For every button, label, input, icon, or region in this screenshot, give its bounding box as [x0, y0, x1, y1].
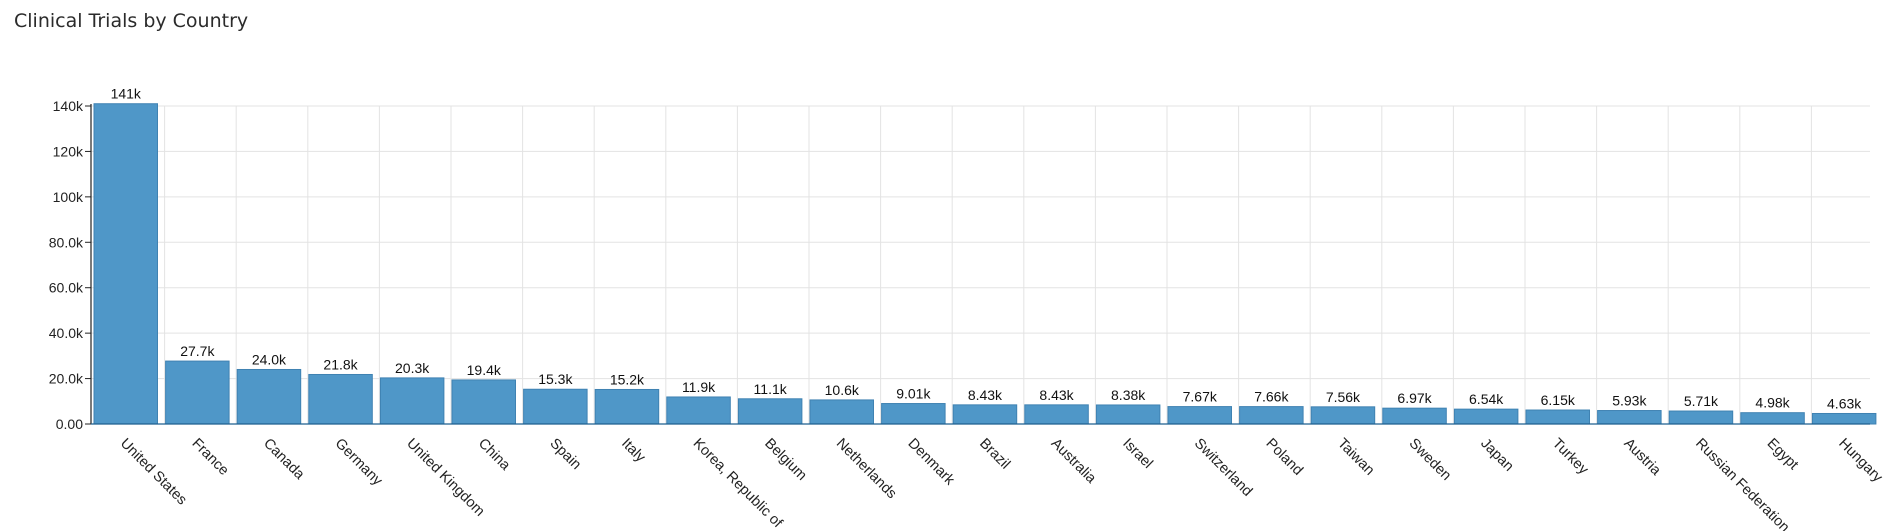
bar: [1668, 410, 1734, 425]
data-label: 11.9k: [682, 379, 716, 395]
chart-title: Clinical Trials by Country: [14, 10, 249, 32]
data-label: 8.38k: [1111, 387, 1146, 403]
data-label: 4.98k: [1755, 395, 1790, 411]
bars: [93, 103, 1877, 425]
category-label: Hungary: [1835, 436, 1885, 487]
bar: [737, 398, 803, 425]
bar: [881, 403, 946, 425]
bar: [523, 388, 588, 425]
bar: [1453, 408, 1519, 425]
bar: [1811, 412, 1877, 425]
y-tick-label: 100k: [53, 189, 84, 205]
data-label: 141k: [111, 86, 142, 102]
category-label: Italy: [618, 436, 649, 467]
y-tick-label: 80.0k: [49, 234, 84, 250]
bar: [1382, 407, 1447, 425]
y-tick-label: 60.0k: [49, 280, 84, 296]
data-label: 6.15k: [1541, 392, 1576, 408]
data-label: 20.3k: [395, 360, 430, 376]
data-labels: 141k 27.7k 24.0k 21.8k 20.3k 19.4k 15.3k 15.2k 1…: [111, 86, 1863, 412]
bar: [1095, 404, 1161, 425]
y-tick-label: 140k: [53, 98, 84, 114]
data-label: 8.43k: [968, 387, 1003, 403]
category-label: Poland: [1263, 436, 1306, 479]
bar: [236, 368, 302, 425]
y-tick-label: 40.0k: [49, 325, 84, 341]
bar: [93, 103, 158, 425]
category-label: Turkey: [1549, 436, 1592, 479]
category-label: Belgium: [761, 436, 809, 484]
data-label: 15.2k: [610, 371, 645, 387]
category-label: Brazil: [976, 436, 1013, 473]
y-tick-label: 0.00: [56, 416, 83, 432]
bar: [809, 399, 874, 425]
gridlines: [91, 105, 1870, 425]
bar: [1239, 406, 1304, 425]
data-label: 9.01k: [896, 386, 931, 402]
category-label: Germany: [332, 436, 386, 490]
y-tick-label: 20.0k: [49, 371, 84, 387]
bar: [165, 360, 230, 425]
data-label: 24.0k: [252, 351, 287, 367]
category-label: United Kingdom: [403, 436, 487, 520]
bar: [308, 373, 373, 425]
bar: [1167, 406, 1232, 425]
data-label: 6.54k: [1469, 391, 1504, 407]
data-label: 19.4k: [467, 362, 502, 378]
bar: [1310, 406, 1376, 425]
category-label: Netherlands: [833, 436, 900, 503]
category-label: Israel: [1119, 436, 1155, 472]
bar: [1597, 410, 1662, 425]
axes: [85, 104, 1870, 425]
bar: [1740, 412, 1805, 425]
data-label: 7.67k: [1183, 389, 1218, 405]
category-label: Denmark: [905, 436, 958, 489]
data-label: 7.66k: [1254, 389, 1289, 405]
data-label: 27.7k: [180, 343, 215, 359]
category-label: France: [189, 436, 232, 479]
data-label: 6.97k: [1397, 390, 1432, 406]
data-label: 21.8k: [323, 356, 358, 372]
bar: [594, 388, 660, 425]
category-label: Canada: [260, 436, 308, 484]
bar: [451, 379, 516, 425]
data-label: 8.43k: [1039, 387, 1074, 403]
data-label: 5.71k: [1684, 393, 1719, 409]
category-label: Australia: [1048, 436, 1100, 488]
category-label: China: [475, 436, 514, 475]
category-label: Austria: [1621, 436, 1665, 480]
y-tick-labels: 0.00 20.0k 40.0k 60.0k 80.0k 100k 120k 140k: [49, 98, 84, 432]
y-tick-label: 120k: [53, 143, 84, 159]
data-label: 10.6k: [825, 382, 860, 398]
data-label: 11.1k: [754, 381, 788, 397]
category-label: United States: [117, 436, 190, 509]
category-label: Japan: [1477, 436, 1516, 475]
category-label: Taiwan: [1334, 436, 1377, 479]
bar: [1024, 404, 1089, 425]
bar: [379, 377, 445, 425]
bar: [952, 404, 1018, 425]
category-label: Egypt: [1764, 436, 1802, 474]
data-label: 15.3k: [538, 371, 573, 387]
data-label: 5.93k: [1612, 393, 1647, 409]
category-label: Spain: [547, 436, 585, 474]
data-label: 4.63k: [1827, 395, 1862, 411]
bar: [666, 396, 731, 425]
category-label: Switzerland: [1191, 436, 1255, 500]
category-label: Sweden: [1406, 436, 1454, 484]
data-label: 7.56k: [1326, 389, 1361, 405]
bar: [1525, 409, 1590, 425]
